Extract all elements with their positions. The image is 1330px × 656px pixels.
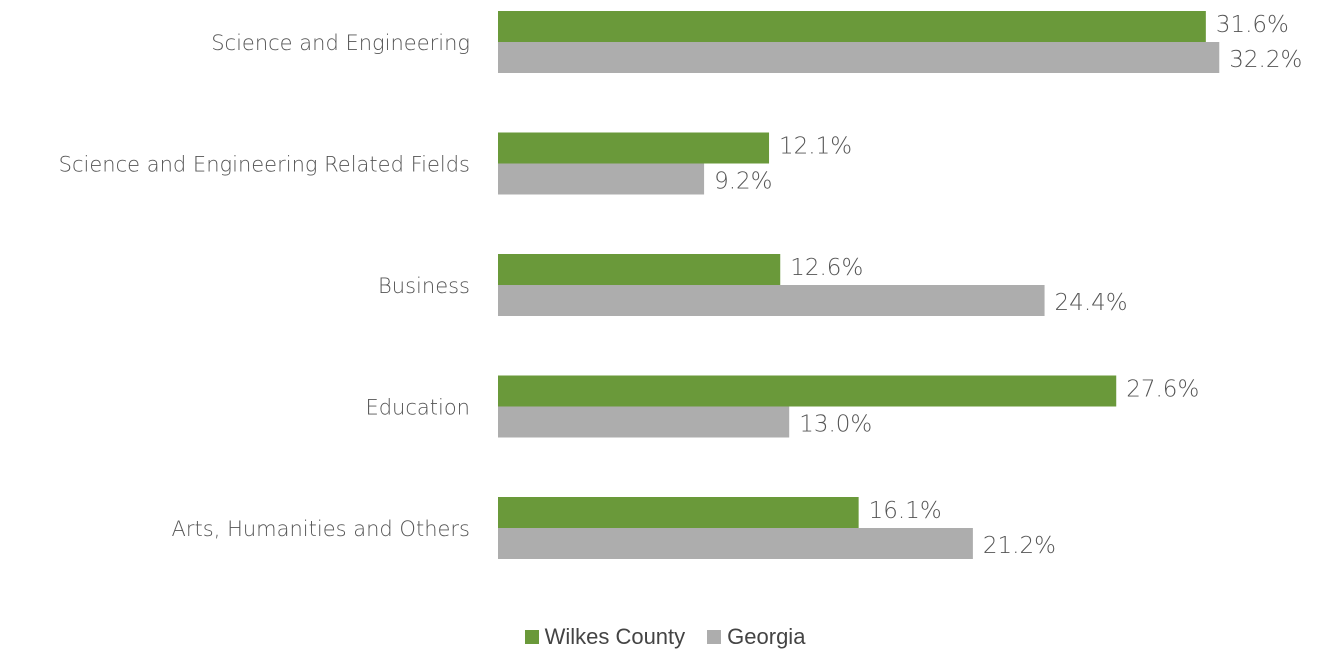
value-label-wilkes-county-business: 12.6%	[790, 255, 863, 281]
value-label-wilkes-county-science-and-engineering-related-fields: 12.1%	[779, 134, 852, 160]
bar-wilkes-county-science-and-engineering	[498, 11, 1206, 42]
bar-georgia-education	[498, 406, 790, 438]
category-label-science-and-engineering-related-fields: Science and Engineering Related Fields	[59, 153, 470, 177]
bar-wilkes-county-education	[498, 375, 1117, 407]
value-label-wilkes-county-education: 27.6%	[1126, 377, 1199, 403]
legend-item-georgia: Georgia	[707, 624, 805, 650]
value-label-wilkes-county-arts-humanities-and-others: 16.1%	[869, 498, 942, 524]
bar-wilkes-county-arts-humanities-and-others	[498, 497, 859, 528]
legend-swatch-wilkes-county	[524, 630, 539, 644]
bar-wilkes-county-science-and-engineering-related-fields	[498, 132, 770, 164]
value-label-georgia-science-and-engineering-related-fields: 9.2%	[714, 169, 772, 195]
category-label-arts-humanities-and-others: Arts, Humanities and Others	[172, 517, 470, 541]
legend-swatch-georgia	[707, 630, 722, 644]
value-label-georgia-science-and-engineering: 32.2%	[1229, 47, 1302, 73]
legend-label-wilkes-county: Wilkes County	[544, 624, 686, 649]
value-label-georgia-arts-humanities-and-others: 21.2%	[983, 533, 1056, 559]
legend-item-wilkes-county: Wilkes County	[524, 624, 686, 650]
value-label-georgia-education: 13.0%	[799, 412, 872, 438]
bar-chart: Science and Engineering 31.6% 32.2% Science…	[59, 11, 1302, 559]
bar-georgia-business	[498, 285, 1045, 316]
value-label-wilkes-county-science-and-engineering: 31.6%	[1216, 12, 1289, 38]
category-label-science-and-engineering: Science and Engineering	[211, 31, 470, 55]
bar-georgia-arts-humanities-and-others	[498, 528, 973, 559]
legend-label-georgia: Georgia	[727, 624, 806, 649]
category-label-business: Business	[378, 274, 470, 298]
bar-wilkes-county-business	[498, 254, 781, 285]
chart-legend: Wilkes County Georgia	[0, 624, 1330, 650]
value-label-georgia-business: 24.4%	[1055, 290, 1128, 316]
category-label-education: Education	[365, 396, 470, 420]
bar-georgia-science-and-engineering-related-fields	[498, 163, 705, 195]
bar-georgia-science-and-engineering	[498, 42, 1220, 73]
